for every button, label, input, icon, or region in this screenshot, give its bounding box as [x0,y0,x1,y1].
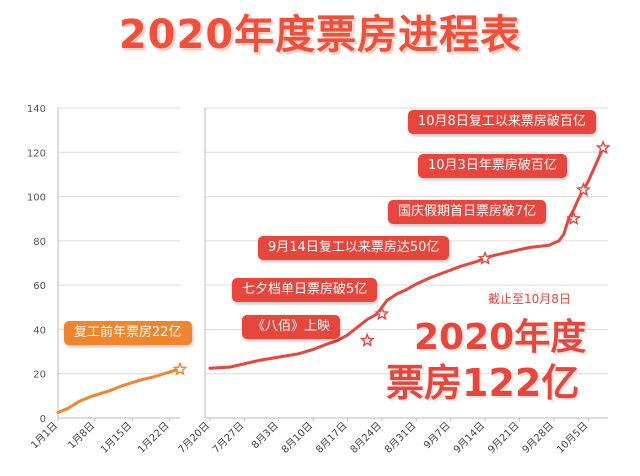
series-line-before-0 [56,367,182,414]
y-tick-label: 80 [33,237,46,248]
star-marker-after-0 [359,332,375,347]
cutoff-note: 截止至10月8日 [488,292,571,306]
x-tick-label-after: 8月17日 [314,420,350,456]
star-marker-before-0 [172,361,188,376]
x-tick-label-before: 1月22日 [135,420,171,456]
x-tick-label-after: 9月21日 [486,420,522,456]
star-marker-after-4 [575,182,591,197]
x-tick-label-after: 7月27日 [210,420,246,456]
y-tick-label: 60 [33,281,46,292]
star-marker-after-2 [477,250,493,265]
x-tick-label-after: 9月7日 [421,420,453,452]
y-tick-label: 120 [27,148,46,159]
star-marker-after-1 [374,306,390,321]
annotation-babai-release: 《八佰》上映 [242,315,341,339]
star-marker-after-3 [566,210,582,226]
x-tick-label-after: 9月14日 [451,420,487,456]
series-line-after-0 [208,146,605,370]
headline-total: 票房122亿 [386,361,580,405]
annotation-oct3: 10月3日年票房破百亿 [418,154,567,178]
x-tick-label-after: 8月31日 [382,420,418,456]
annotation-pre-reopen: 复工前年票房22亿 [64,321,192,345]
annotation-sep14: 9月14日复工以来票房达50亿 [258,236,450,260]
y-tick-label: 40 [33,325,46,336]
annotation-national-day: 国庆假期首日票房破7亿 [388,200,547,224]
y-tick-label: 100 [27,193,46,204]
x-tick-label-after: 8月24日 [348,420,384,456]
x-tick-label-after: 8月3日 [249,420,281,452]
x-tick-label-after: 9月28日 [520,420,556,456]
annotation-oct8: 10月8日复工以来票房破百亿 [408,110,596,134]
x-tick-label-before: 1月8日 [66,420,98,452]
x-tick-label-after: 8月10日 [279,420,315,456]
x-tick-label-after: 10月5日 [554,420,590,456]
annotation-qixi: 七夕档单日票房破5亿 [232,278,378,302]
y-tick-label: 140 [27,104,46,115]
y-tick-label: 0 [40,414,46,425]
y-tick-label: 20 [33,370,46,381]
x-tick-label-after: 7月20日 [176,420,212,456]
headline-year: 2020年度 [414,317,587,358]
page-title: 2020年度票房进程表 [118,12,522,58]
x-tick-label-before: 1月15日 [98,420,134,456]
star-marker-after-5 [595,139,611,155]
